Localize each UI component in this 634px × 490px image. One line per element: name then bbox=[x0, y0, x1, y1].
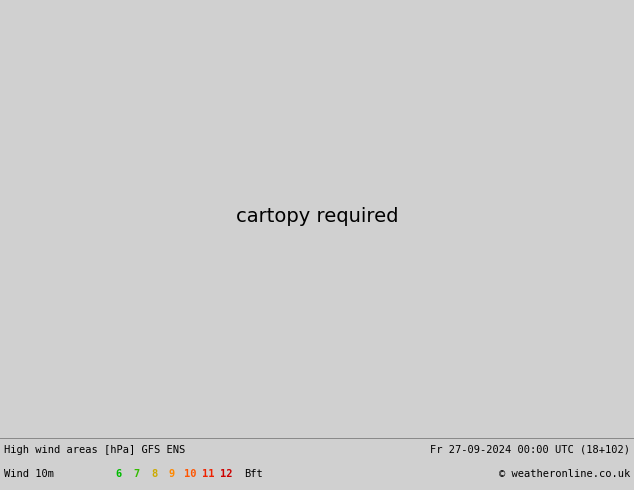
Text: © weatheronline.co.uk: © weatheronline.co.uk bbox=[499, 469, 630, 479]
Text: 11: 11 bbox=[202, 469, 214, 479]
Text: Wind 10m: Wind 10m bbox=[4, 469, 54, 479]
Text: 10: 10 bbox=[184, 469, 197, 479]
Text: 6: 6 bbox=[115, 469, 121, 479]
Text: cartopy required: cartopy required bbox=[236, 207, 398, 226]
Text: 12: 12 bbox=[220, 469, 232, 479]
Text: 7: 7 bbox=[133, 469, 139, 479]
Text: High wind areas [hPa] GFS ENS: High wind areas [hPa] GFS ENS bbox=[4, 445, 185, 455]
Text: Fr 27-09-2024 00:00 UTC (18+102): Fr 27-09-2024 00:00 UTC (18+102) bbox=[430, 445, 630, 455]
Text: 9: 9 bbox=[169, 469, 175, 479]
Text: 8: 8 bbox=[151, 469, 157, 479]
Text: Bft: Bft bbox=[244, 469, 262, 479]
